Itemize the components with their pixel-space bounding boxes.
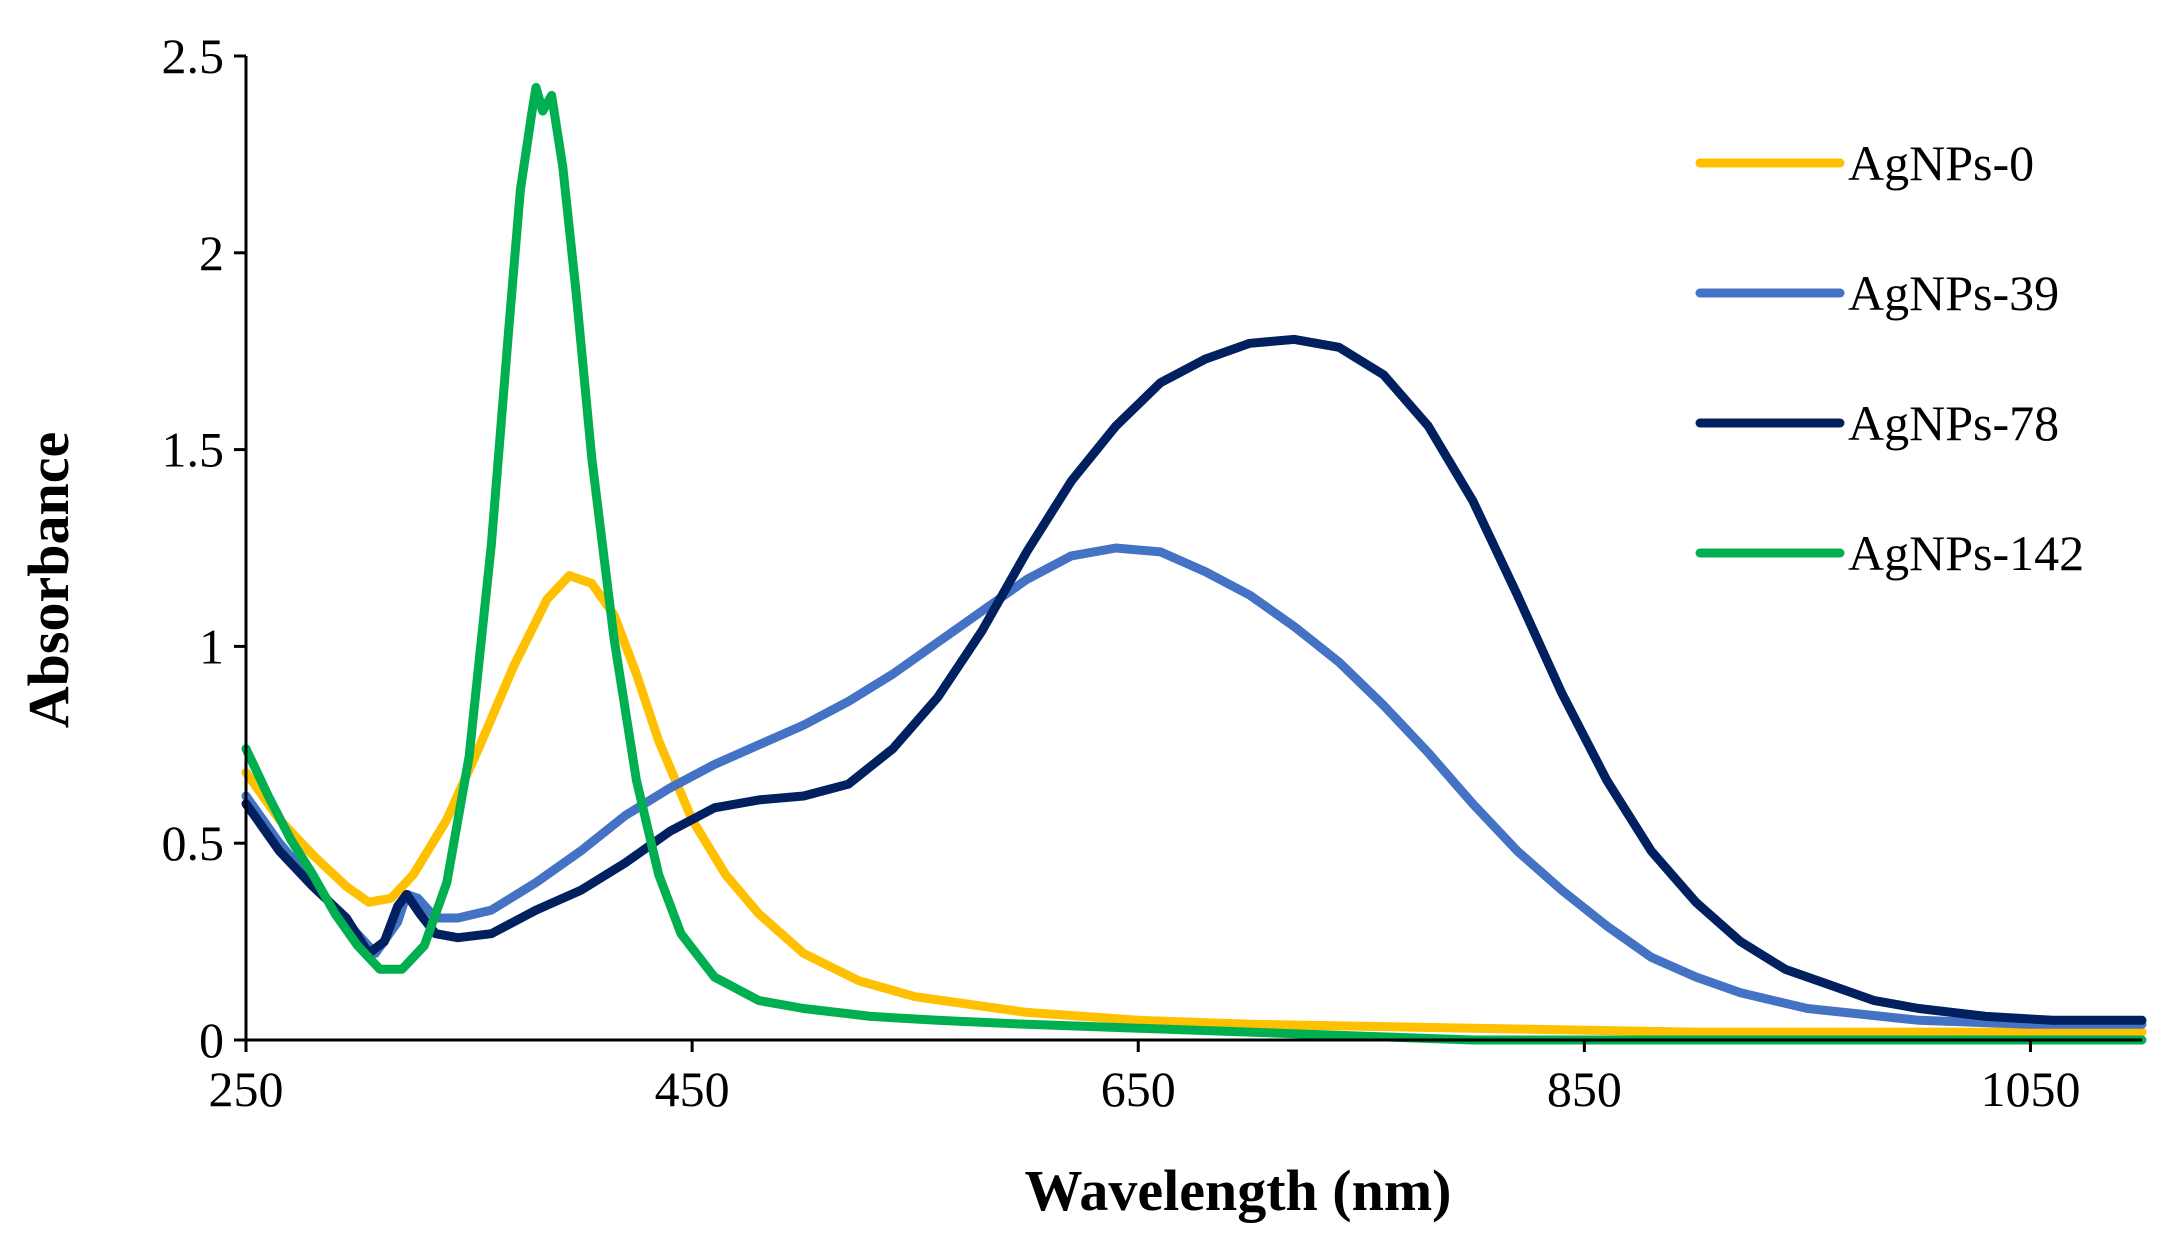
series-line-agnps-0	[241, 571, 2147, 1037]
legend-label: AgNPs-0	[1848, 135, 2034, 191]
legend: AgNPs-0 AgNPs-39 AgNPs-78 AgNPs-142	[1695, 135, 2084, 581]
y-tick-label: 1	[199, 618, 224, 674]
y-tick-label: 2.5	[162, 28, 225, 84]
y-tick-label: 2	[199, 225, 224, 281]
x-axis-title: Wavelength (nm)	[1025, 1158, 1452, 1223]
y-tick-label: 0	[199, 1012, 224, 1068]
series-line-agnps-78	[241, 334, 2147, 1025]
x-tick-label: 250	[209, 1061, 284, 1117]
y-tick-label: 1.5	[162, 422, 225, 478]
x-tick-label: 850	[1547, 1061, 1622, 1117]
axes-layer: 0 0.5 1 1.5 2 2.5 250 450 650 850 1050	[162, 28, 2142, 1117]
y-tick-label: 0.5	[162, 815, 225, 871]
x-tick-label: 450	[655, 1061, 730, 1117]
legend-label: AgNPs-39	[1848, 265, 2059, 321]
series-line-agnps-39	[241, 543, 2147, 1029]
y-axis-title: Absorbance	[16, 432, 81, 728]
x-tick-label: 1050	[1980, 1061, 2080, 1117]
series-line-agnps-142	[241, 83, 2147, 1045]
series-layer	[241, 83, 2147, 1045]
legend-label: AgNPs-142	[1848, 525, 2084, 581]
x-tick-label: 650	[1101, 1061, 1176, 1117]
legend-label: AgNPs-78	[1848, 395, 2059, 451]
